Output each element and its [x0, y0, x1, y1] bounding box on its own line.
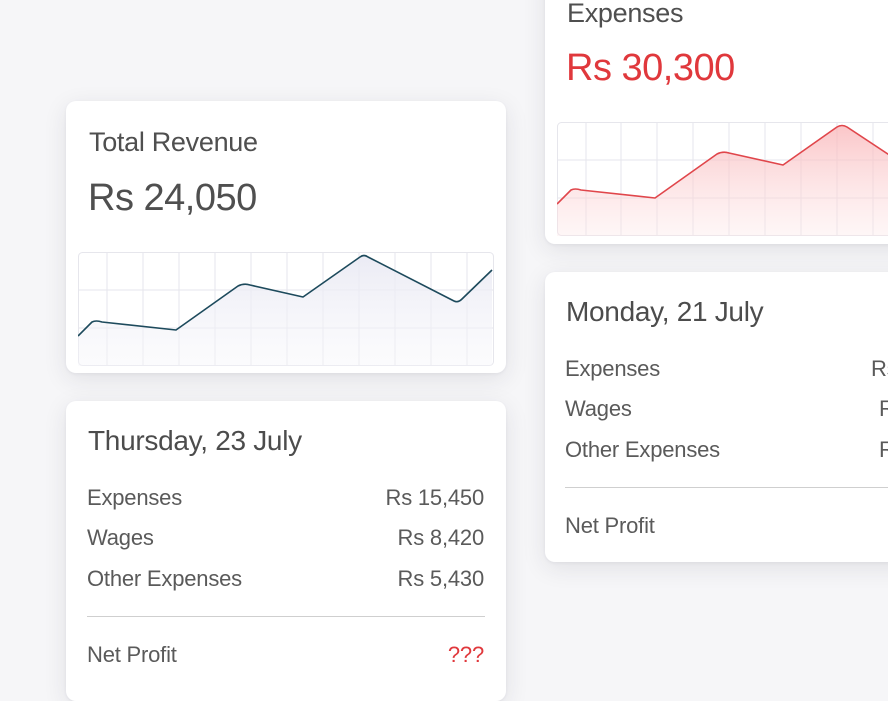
- monday-wages-label: Wages: [565, 396, 632, 422]
- revenue-chart-area: [78, 256, 492, 367]
- monday-wages-value: R: [879, 396, 888, 422]
- revenue-sparkline-chart: [78, 252, 494, 368]
- monday-other-expenses-label: Other Expenses: [565, 437, 720, 463]
- thursday-card-title: Thursday, 23 July: [88, 425, 302, 457]
- expenses-title: Expenses: [567, 0, 683, 29]
- monday-net-profit-label: Net Profit: [565, 513, 655, 539]
- thursday-expenses-label: Expenses: [87, 485, 182, 511]
- expenses-card: Expenses Rs 30,300: [545, 0, 888, 244]
- thursday-expenses-value: Rs 15,450: [386, 485, 485, 511]
- monday-divider: [565, 487, 888, 488]
- monday-summary-card: Monday, 21 July Expenses Rs Wages R Othe…: [545, 272, 888, 562]
- thursday-divider: [87, 616, 485, 617]
- revenue-title: Total Revenue: [89, 127, 258, 158]
- monday-other-expenses-value: R: [879, 437, 888, 463]
- thursday-net-profit-label: Net Profit: [87, 642, 177, 668]
- thursday-net-profit-value: ???: [448, 642, 484, 668]
- monday-expenses-value: Rs: [871, 356, 888, 382]
- expenses-sparkline-chart: [557, 122, 888, 238]
- expenses-chart-area: [557, 126, 888, 237]
- revenue-amount: Rs 24,050: [88, 177, 257, 220]
- monday-expenses-label: Expenses: [565, 356, 660, 382]
- revenue-card: Total Revenue Rs 24,050: [66, 101, 506, 373]
- thursday-wages-label: Wages: [87, 525, 154, 551]
- thursday-other-expenses-label: Other Expenses: [87, 566, 242, 592]
- monday-card-title: Monday, 21 July: [566, 296, 763, 328]
- thursday-summary-card: Thursday, 23 July Expenses Rs 15,450 Wag…: [66, 401, 506, 701]
- thursday-wages-value: Rs 8,420: [398, 525, 484, 551]
- expenses-amount: Rs 30,300: [566, 47, 735, 90]
- thursday-other-expenses-value: Rs 5,430: [398, 566, 484, 592]
